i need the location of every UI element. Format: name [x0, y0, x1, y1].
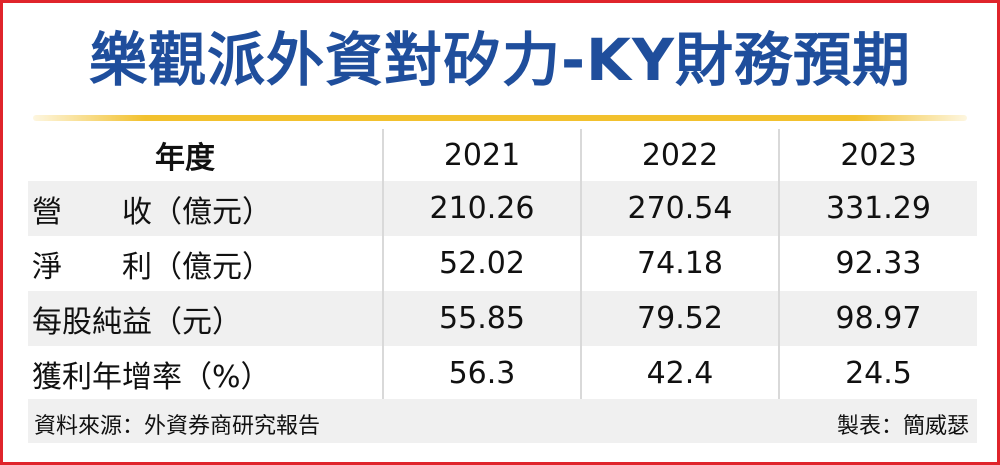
table-header-row: 年度 2021 2022 2023 — [28, 129, 977, 181]
row-label: 每股純益（元） — [28, 291, 383, 346]
cell-value: 52.02 — [382, 236, 581, 291]
row-label: 營 收（億元） — [28, 181, 383, 236]
cell-value: 56.3 — [382, 346, 581, 401]
cell-value: 98.97 — [778, 291, 977, 346]
table-row-profit-growth: 獲利年增率（%） 56.3 42.4 24.5 — [28, 346, 977, 401]
header-year-2022: 2022 — [580, 129, 779, 181]
title-underline — [33, 115, 967, 121]
cell-value: 42.4 — [580, 346, 779, 401]
header-year-2021: 2021 — [382, 129, 581, 181]
cell-value: 74.18 — [580, 236, 779, 291]
table-row-net-income: 淨 利（億元） 52.02 74.18 92.33 — [28, 236, 977, 291]
table-maker-credit: 製表：簡威瑟 — [836, 414, 969, 439]
cell-value: 270.54 — [580, 181, 779, 236]
header-year-label: 年度 — [155, 141, 215, 176]
table-row-revenue: 營 收（億元） 210.26 270.54 331.29 — [28, 181, 977, 236]
cell-value: 79.52 — [580, 291, 779, 346]
cell-value: 55.85 — [382, 291, 581, 346]
financial-forecast-table: 年度 2021 2022 2023 營 收（億元） 210.26 270.54 … — [28, 129, 977, 401]
page-title: 樂觀派外資對矽力-KY財務預期 — [88, 26, 912, 94]
row-label: 獲利年增率（%） — [32, 359, 271, 395]
header-year-2023: 2023 — [778, 129, 977, 181]
cell-value: 24.5 — [778, 346, 977, 401]
cell-value: 331.29 — [778, 181, 977, 236]
source-note: 資料來源：外資券商研究報告 — [34, 414, 321, 439]
footer-bar: 資料來源：外資券商研究報告 製表：簡威瑟 — [28, 399, 977, 443]
table-row-eps: 每股純益（元） 55.85 79.52 98.97 — [28, 291, 977, 346]
row-label: 淨 利（億元） — [32, 249, 272, 285]
cell-value: 210.26 — [382, 181, 581, 236]
cell-value: 92.33 — [778, 236, 977, 291]
